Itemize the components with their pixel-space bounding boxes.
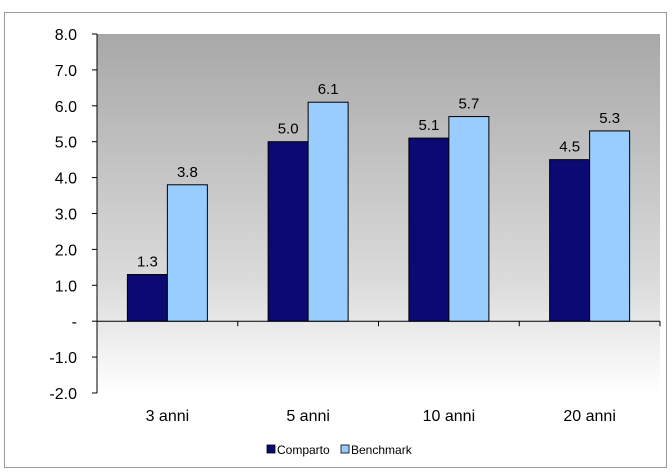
y-tick-label: 5.0 — [55, 135, 77, 152]
y-tick-label: 4.0 — [55, 171, 77, 188]
y-tick-label: 6.0 — [55, 99, 77, 116]
data-label: 5.1 — [418, 117, 439, 134]
y-tick-label: 1.0 — [55, 278, 77, 295]
data-label: 1.3 — [137, 254, 158, 271]
x-axis: 3 anni 5 anni 10 anni 20 anni — [96, 320, 661, 425]
x-tick-label: 10 anni — [423, 408, 476, 425]
y-tick-label: - — [72, 314, 77, 331]
bar-benchmark-3-anni — [166, 184, 208, 322]
data-label: 3.8 — [177, 164, 198, 181]
y-tick-label: 7.0 — [55, 63, 77, 80]
bar-benchmark-5-anni — [307, 101, 349, 322]
legend: Comparto Benchmark — [266, 443, 413, 457]
chart-frame: 8.0 7.0 6.0 5.0 4.0 3.0 2.0 1.0 - -1.0 -2.0 3 anni… — [4, 12, 667, 468]
y-tick-label: 8.0 — [55, 27, 77, 44]
y-tick-label: -1.0 — [49, 350, 77, 367]
y-tick-label: 2.0 — [55, 242, 77, 259]
x-tick-label: 20 anni — [563, 408, 616, 425]
data-labels: 1.3 5.0 5.1 4.5 3.8 6.1 5.7 5.3 — [137, 81, 620, 270]
legend-swatch-comparto — [266, 444, 276, 454]
bar-chart: 8.0 7.0 6.0 5.0 4.0 3.0 2.0 1.0 - -1.0 -2.0 3 anni… — [49, 27, 661, 457]
bar-benchmark-20-anni — [589, 130, 631, 322]
y-axis: 8.0 7.0 6.0 5.0 4.0 3.0 2.0 1.0 - -1.0 -2.0 — [49, 27, 98, 403]
x-tick-label: 3 anni — [146, 408, 190, 425]
x-tick-label: 5 anni — [286, 408, 330, 425]
legend-swatch-benchmark — [340, 444, 350, 454]
bar-series — [126, 101, 631, 322]
data-label: 5.0 — [278, 121, 299, 138]
legend-label-benchmark: Benchmark — [351, 443, 413, 457]
data-label: 5.3 — [599, 110, 620, 127]
bar-comparto-5-anni — [267, 141, 309, 322]
y-tick-label: 3.0 — [55, 207, 77, 224]
legend-label-comparto: Comparto — [277, 443, 330, 457]
data-label: 6.1 — [318, 81, 339, 98]
data-label: 5.7 — [458, 96, 479, 113]
bar-comparto-10-anni — [408, 137, 450, 322]
y-tick-label: -2.0 — [49, 386, 77, 403]
bar-benchmark-10-anni — [448, 116, 490, 322]
data-label: 4.5 — [559, 139, 580, 156]
bar-comparto-20-anni — [549, 159, 591, 322]
bar-comparto-3-anni — [126, 274, 168, 322]
